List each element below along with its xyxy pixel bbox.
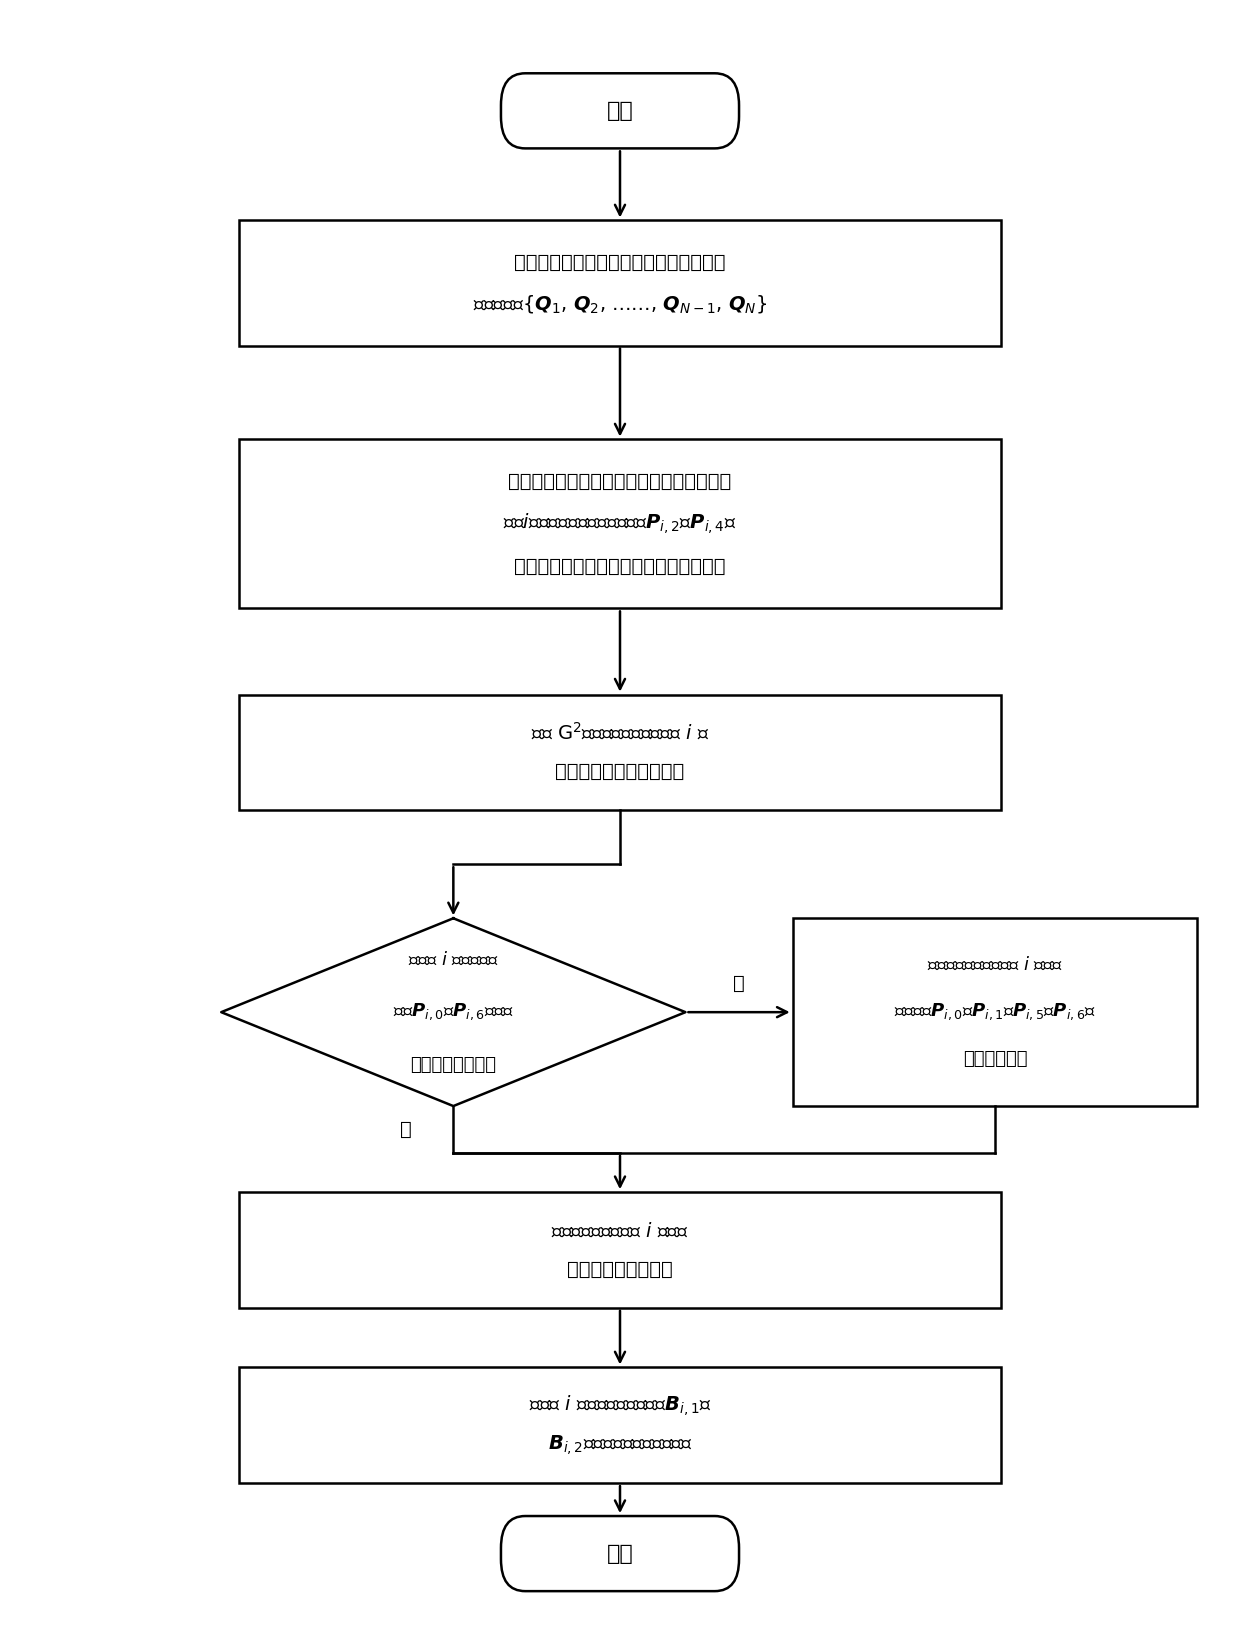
Text: 拐角处过渡曲线的控制点: 拐角处过渡曲线的控制点 (556, 763, 684, 781)
FancyBboxPatch shape (501, 1516, 739, 1591)
Text: 进而确定剩余控制点所在的线段具体位置: 进而确定剩余控制点所在的线段具体位置 (515, 557, 725, 575)
FancyBboxPatch shape (239, 440, 1001, 608)
Text: 的第$i$个拐角处过渡曲线的控制点$\boldsymbol{P}_{i,2}$和$\boldsymbol{P}_{i,4}$，: 的第$i$个拐角处过渡曲线的控制点$\boldsymbol{P}_{i,2}$和… (503, 512, 737, 536)
Text: $\boldsymbol{B}_{i,2}$，进而得到整条平滑路径: $\boldsymbol{B}_{i,2}$，进而得到整条平滑路径 (548, 1433, 692, 1457)
Text: 是否满足长度约束: 是否满足长度约束 (410, 1056, 496, 1074)
Text: 采用比例调节算法对第 $i$ 个拐角: 采用比例调节算法对第 $i$ 个拐角 (926, 957, 1063, 975)
Text: 离散刀位点{$\boldsymbol{Q}_1$, $\boldsymbol{Q}_2$, ……, $\boldsymbol{Q}_{N-1}$, $\bold: 离散刀位点{$\boldsymbol{Q}_1$, $\boldsymbol{Q… (472, 293, 768, 315)
Text: 是: 是 (401, 1120, 412, 1139)
Text: 否: 否 (733, 975, 745, 993)
Text: 读入最大逼近误差和组成线性加工路径的: 读入最大逼近误差和组成线性加工路径的 (515, 253, 725, 272)
Text: 开始: 开始 (606, 101, 634, 121)
Text: 借助凸包性质确定出满足最大逼近误差要求: 借助凸包性质确定出满足最大逼近误差要求 (508, 473, 732, 491)
FancyBboxPatch shape (239, 220, 1001, 346)
FancyBboxPatch shape (501, 73, 739, 148)
FancyBboxPatch shape (792, 918, 1198, 1107)
Text: 检查第 $i$ 个拐角处控: 检查第 $i$ 个拐角处控 (408, 950, 498, 968)
Text: 的控制点$\boldsymbol{P}_{i,0}$，$\boldsymbol{P}_{i,1}$，$\boldsymbol{P}_{i,5}$，$\bolds: 的控制点$\boldsymbol{P}_{i,0}$，$\boldsymbol{… (894, 1002, 1096, 1022)
FancyBboxPatch shape (239, 1192, 1001, 1307)
Text: 构造第 $i$ 个拐角处的过渡曲线$\boldsymbol{B}_{i,1}$，: 构造第 $i$ 个拐角处的过渡曲线$\boldsymbol{B}_{i,1}$， (528, 1394, 712, 1418)
Text: 结束: 结束 (606, 1544, 634, 1563)
Text: 行一次性调整: 行一次性调整 (962, 1050, 1027, 1068)
Text: 的过渡曲线的控制点: 的过渡曲线的控制点 (567, 1260, 673, 1280)
Polygon shape (221, 918, 686, 1107)
Text: 制点$\boldsymbol{P}_{i,0}$，$\boldsymbol{P}_{i,6}$的位置: 制点$\boldsymbol{P}_{i,0}$，$\boldsymbol{P}… (393, 1002, 513, 1022)
Text: 借助 G$^2$连续性约束条件求出第 $i$ 个: 借助 G$^2$连续性约束条件求出第 $i$ 个 (531, 722, 709, 743)
Text: 得到最终用于光顺第 $i$ 个拐角: 得到最终用于光顺第 $i$ 个拐角 (551, 1221, 689, 1240)
FancyBboxPatch shape (239, 694, 1001, 810)
FancyBboxPatch shape (239, 1368, 1001, 1483)
